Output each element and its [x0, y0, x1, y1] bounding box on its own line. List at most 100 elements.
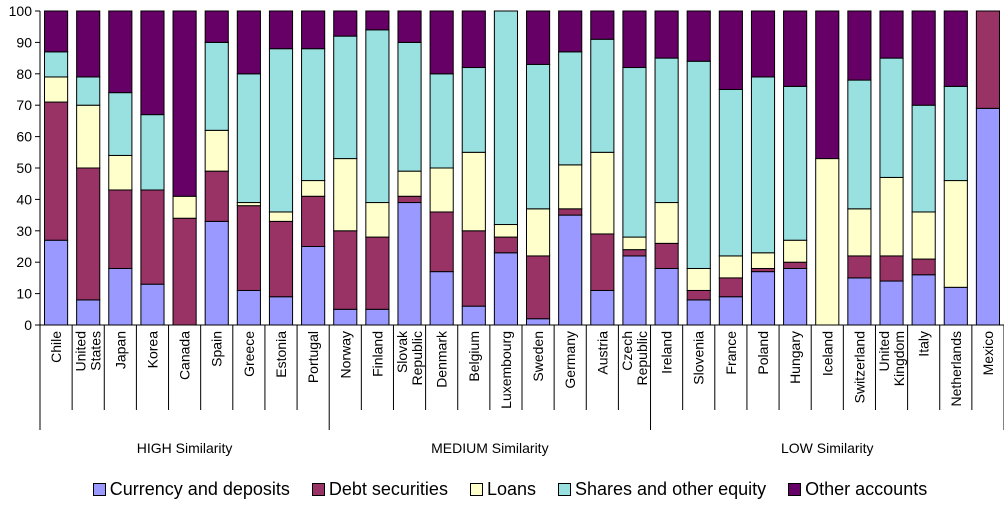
x-tick-label: Republic — [634, 331, 650, 385]
bar-segment — [236, 73, 261, 204]
bar-segment — [429, 10, 454, 75]
y-tick-label: 0 — [24, 317, 32, 333]
y-tick-label: 60 — [16, 129, 32, 145]
x-tick-label: Hungary — [787, 331, 803, 384]
bar-segment — [333, 230, 358, 310]
bar-segment — [172, 10, 197, 197]
bar-segment — [108, 92, 133, 156]
bar-segment — [975, 10, 1001, 109]
y-tick-label: 70 — [16, 97, 32, 113]
bar-segment — [590, 289, 615, 326]
bar-segment — [847, 79, 872, 210]
bar-segment — [783, 85, 808, 241]
x-tick-label: Portugal — [305, 331, 321, 383]
bar-segment — [108, 267, 133, 326]
x-tick-label: United — [73, 331, 89, 371]
x-tick-label: Spain — [209, 331, 225, 367]
bar-segment — [943, 85, 968, 182]
legend: Currency and deposits Debt securities Loan… — [30, 478, 990, 500]
bar-segment — [879, 280, 904, 326]
bar-segment — [558, 164, 583, 210]
x-tick-label: Poland — [755, 331, 771, 375]
bar-segment — [236, 10, 261, 75]
bar-segment — [622, 236, 647, 251]
bar-segment — [943, 180, 968, 288]
bar-segment — [718, 296, 743, 326]
bar-segment — [783, 267, 808, 326]
bar-segment — [204, 41, 229, 131]
legend-swatch — [469, 482, 483, 496]
bar-segment — [558, 208, 583, 216]
bar-segment — [268, 48, 294, 213]
bar-segment — [461, 230, 486, 307]
bar-segment — [365, 308, 390, 326]
bar-segment — [268, 296, 294, 326]
y-tick-label: 30 — [16, 223, 32, 239]
x-tick-label: Chile — [48, 331, 64, 363]
bar-segment — [365, 29, 390, 204]
bar-segment — [558, 51, 583, 166]
bar-segment — [108, 154, 133, 191]
bar-segment — [76, 104, 101, 169]
bar-segment — [397, 41, 422, 172]
y-tick-label: 80 — [16, 66, 32, 82]
bar-segment — [397, 202, 422, 326]
bar-segment — [301, 48, 326, 182]
x-tick-label: Finland — [369, 331, 385, 377]
bar-segment — [654, 57, 679, 204]
bar-segment — [783, 10, 808, 87]
bar-segment — [333, 10, 358, 37]
bar-segment — [76, 299, 101, 326]
x-axis: Chile United States Japan Korea Canada Spain Gr… — [39, 324, 1004, 456]
x-tick-label: Mexico — [980, 331, 996, 376]
bar-segment — [333, 158, 358, 232]
bar-segment — [622, 255, 647, 326]
bar-segment — [590, 233, 615, 291]
bar-segment — [590, 10, 615, 40]
bar-segment — [268, 211, 294, 222]
bar-segment — [558, 10, 583, 53]
bar-segment — [429, 167, 454, 213]
y-tick-label: 20 — [16, 254, 32, 270]
bar-segment — [590, 151, 615, 235]
bar-segment — [815, 158, 840, 326]
bar-segment — [461, 67, 486, 153]
bar-segment — [525, 10, 551, 65]
bar-segment — [140, 283, 165, 326]
x-tick-label: Germany — [562, 331, 578, 389]
group-label: HIGH Similarity — [137, 440, 233, 456]
bar-segment — [654, 267, 679, 326]
bar-segment — [43, 239, 69, 326]
bar-segment — [847, 255, 872, 279]
bar-segment — [301, 246, 326, 326]
bar-segment — [879, 176, 904, 257]
bar-segment — [525, 208, 551, 257]
bar-segment — [943, 286, 968, 326]
bar-segment — [365, 236, 390, 310]
x-tick-label: Denmark — [434, 330, 450, 388]
bar-segment — [236, 205, 261, 291]
y-tick-label: 40 — [16, 191, 32, 207]
bar-segment — [975, 107, 1001, 326]
bar-segment — [525, 318, 551, 326]
bar-segment — [76, 167, 101, 301]
bar-segment — [268, 10, 294, 50]
bar-segment — [140, 114, 165, 191]
x-tick-label: Estonia — [273, 331, 289, 378]
bar-segment — [172, 217, 197, 326]
x-tick-label: Switzerland — [851, 331, 867, 403]
bar-segment — [43, 76, 69, 103]
bar-segment — [301, 195, 326, 247]
x-tick-label: Kingdom — [891, 331, 907, 386]
legend-swatch — [311, 482, 325, 496]
legend-label: Shares and other equity — [575, 478, 767, 499]
x-tick-label: Slovak — [394, 330, 410, 373]
legend-swatch — [558, 482, 571, 496]
bar-segment — [76, 76, 101, 106]
bar-segment — [525, 255, 551, 320]
bar-segment — [333, 35, 358, 160]
bar-segment — [493, 10, 519, 226]
bar-segment — [879, 57, 904, 178]
bar-segment — [461, 151, 486, 232]
